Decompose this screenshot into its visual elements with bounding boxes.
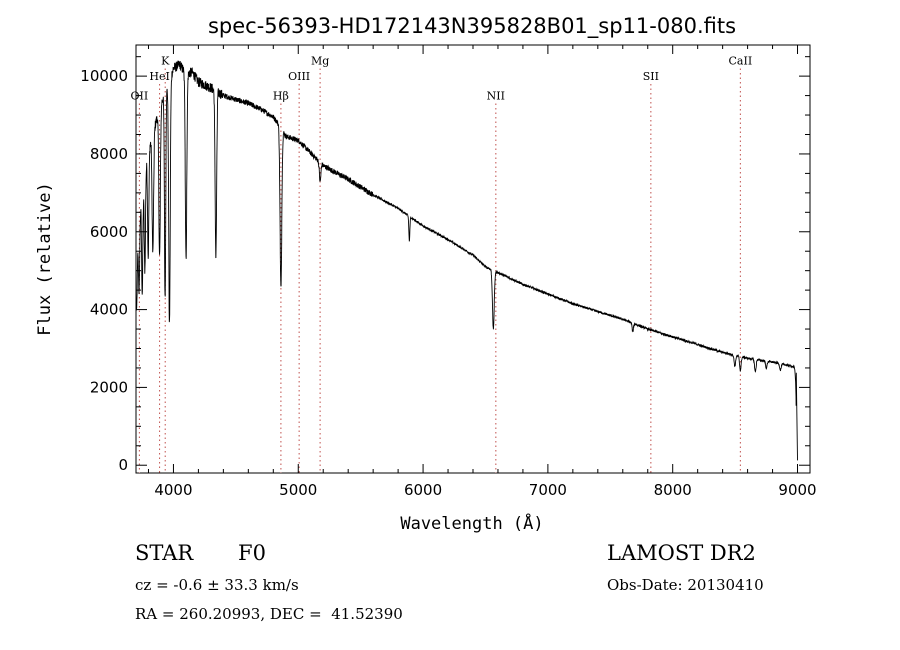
line-marker-label: OIII [288, 70, 310, 83]
obs-date: Obs-Date: 20130410 [607, 576, 764, 594]
y-tick-label: 10000 [80, 67, 128, 85]
line-marker-label: NII [487, 89, 505, 102]
y-tick-label: 6000 [90, 223, 128, 241]
line-marker-label: HeI [149, 70, 169, 83]
object-class: STAR [135, 541, 194, 565]
object-subclass: F0 [238, 541, 266, 565]
y-tick-label: 0 [118, 456, 128, 474]
spectrum-line [135, 60, 798, 461]
line-marker-label: K [161, 54, 170, 67]
coordinates-text: RA = 260.20993, DEC = 41.52390 [135, 605, 403, 623]
y-axis-label: Flux (relative) [35, 182, 55, 336]
y-tick-label: 2000 [90, 378, 128, 396]
line-marker-label: Hβ [273, 89, 289, 102]
x-tick-label: 9000 [778, 481, 816, 499]
y-tick-label: 4000 [90, 301, 128, 319]
line-marker-label: Mg [311, 54, 329, 67]
plot-frame [135, 44, 811, 474]
x-tick-label: 5000 [279, 481, 317, 499]
x-axis-label: Wavelength (Å) [400, 512, 543, 534]
chart-title: spec-56393-HD172143N395828B01_sp11-080.f… [208, 14, 736, 39]
axis-ticks: 4000 5000 6000 7000 8000 9000 0 2000 4000 6000 800… [80, 45, 817, 499]
x-tick-label: 7000 [529, 481, 567, 499]
line-marker-label: CaII [729, 54, 753, 67]
x-tick-label: 6000 [404, 481, 442, 499]
redshift-text: cz = -0.6 ± 33.3 km/s [135, 576, 299, 594]
x-tick-label: 4000 [154, 481, 192, 499]
y-tick-label: 8000 [90, 145, 128, 163]
survey-label: LAMOST DR2 [607, 541, 756, 565]
x-tick-label: 8000 [654, 481, 692, 499]
line-marker-label: SII [643, 70, 659, 83]
